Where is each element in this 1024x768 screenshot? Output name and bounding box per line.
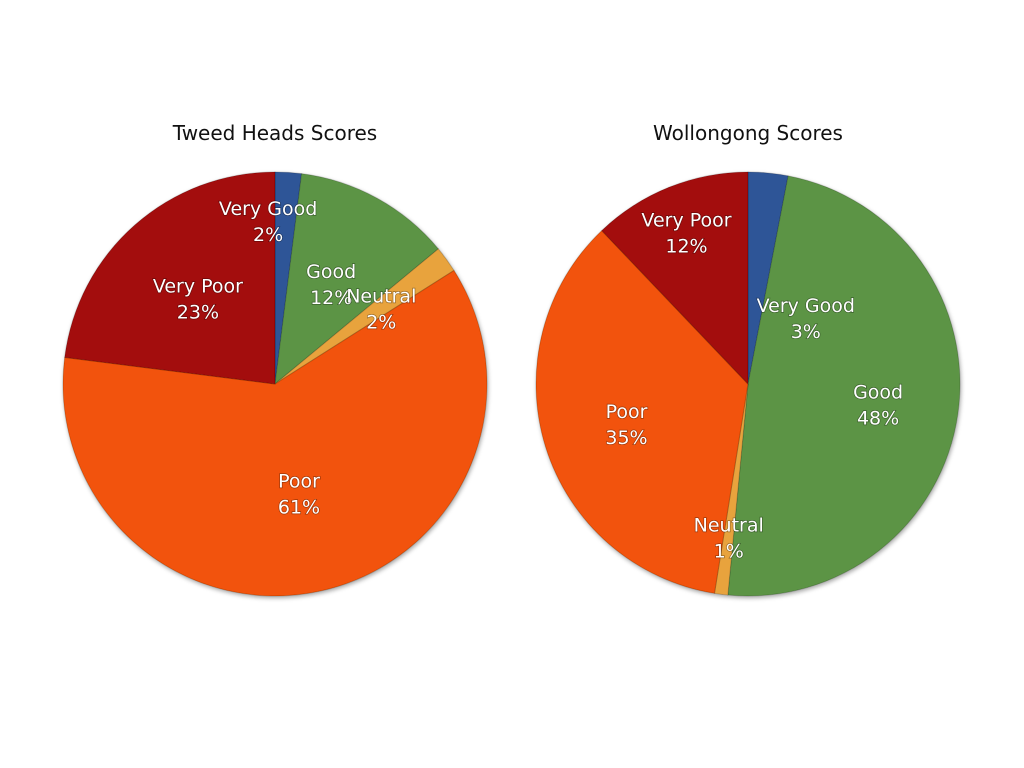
- slice-category-label: Very Good: [757, 295, 855, 317]
- pie-slice-poor: [62, 269, 488, 597]
- tweed-heads-pie-chart: Tweed Heads Scores Very Good 2% Good 12%Neu…: [62, 121, 488, 597]
- slice-value-label: 48%: [857, 408, 899, 430]
- slice-value-label: 12%: [665, 236, 707, 258]
- wollongong-pie-chart: Wollongong Scores Very Good 3% Good 48% Neut…: [535, 121, 961, 597]
- slice-category-label: Very Poor: [153, 276, 243, 298]
- slice-category-label: Poor: [278, 471, 320, 493]
- pie-slice-good: [727, 175, 961, 597]
- slice-value-label: 3%: [791, 321, 821, 343]
- slice-value-label: 2%: [366, 312, 396, 334]
- pie-slice-poor: [535, 229, 749, 594]
- slice-category-label: Good: [853, 382, 903, 404]
- labels-group: Very Good 3% Good 48% Neutral 1% Poor 35% Very P…: [605, 209, 904, 563]
- slice-category-label: Poor: [606, 401, 648, 423]
- slice-category-label: Good: [306, 261, 356, 283]
- pie-slice-good: [274, 173, 440, 386]
- labels-group: Very Good 2% Good 12%Neutral 2% Poor 61% Very P…: [152, 197, 417, 519]
- slice-category-label: Very Good: [219, 198, 317, 220]
- chart-title: Tweed Heads Scores: [172, 121, 377, 145]
- slices-group: [535, 171, 961, 597]
- slice-value-label: 2%: [253, 224, 283, 246]
- slices-group: [62, 171, 488, 597]
- pie-slice-very-poor: [600, 171, 749, 386]
- slice-value-label: 1%: [714, 540, 744, 562]
- slice-category-label: Neutral: [694, 514, 764, 536]
- chart-title: Wollongong Scores: [653, 121, 843, 145]
- slice-category-label: Very Poor: [641, 210, 731, 232]
- slice-category-label: Neutral: [346, 286, 416, 308]
- slice-value-label: 23%: [177, 302, 219, 324]
- slice-value-label: 12%: [310, 287, 352, 309]
- slice-value-label: 61%: [278, 497, 320, 519]
- slice-value-label: 35%: [605, 427, 647, 449]
- pie-slice-very-poor: [64, 171, 276, 385]
